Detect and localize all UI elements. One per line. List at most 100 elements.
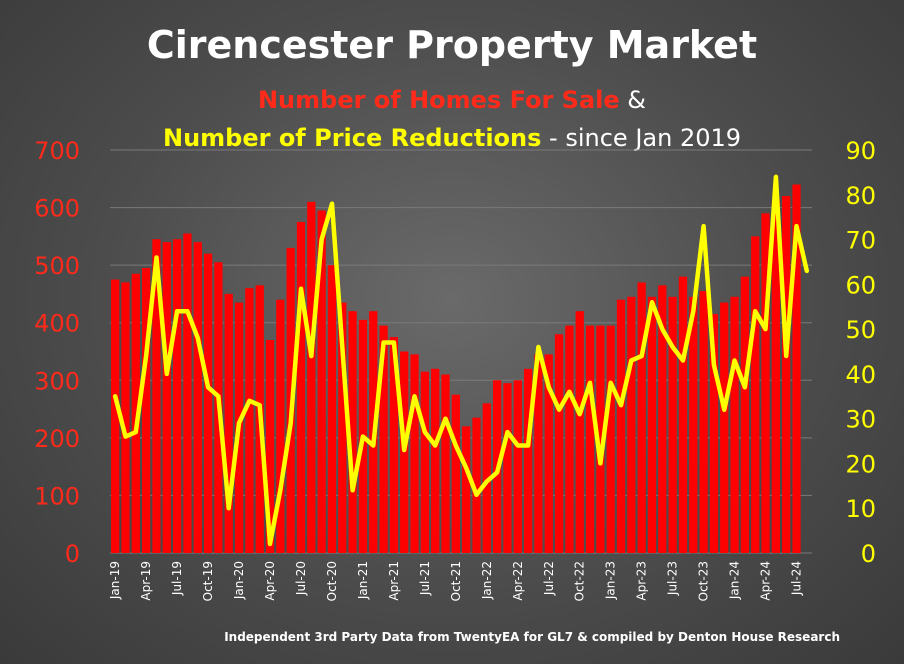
left-axis-tick-label: 600 <box>34 195 80 223</box>
bar-homes-for-sale <box>389 337 399 553</box>
x-axis-tick-label: Jan-23 <box>604 561 618 600</box>
bar-homes-for-sale <box>441 374 450 553</box>
bar-homes-for-sale <box>575 311 584 553</box>
x-axis-tick-label: Apr-21 <box>387 561 401 601</box>
bar-homes-for-sale <box>482 403 491 553</box>
left-axis-tick-label: 400 <box>34 310 80 338</box>
left-axis-tick-label: 100 <box>34 482 80 510</box>
bar-homes-for-sale <box>203 253 213 553</box>
x-axis-ticks: Jan-19 Apr-19 Jul-19 Oct-19 Jan-20 Apr-20 Jul-… <box>108 561 803 601</box>
bar-homes-for-sale <box>296 221 306 553</box>
x-axis-tick-label: Oct-21 <box>449 561 463 601</box>
bar-homes-for-sale <box>596 325 605 553</box>
x-axis-tick-label: Jul-24 <box>790 561 804 596</box>
left-axis-tick-label: 500 <box>34 252 80 280</box>
bar-homes-for-sale <box>245 288 254 553</box>
right-axis-tick-label: 30 <box>845 406 876 434</box>
bar-homes-for-sale <box>689 296 698 553</box>
bar-homes-for-sale <box>761 213 770 554</box>
bar-homes-for-sale <box>431 368 440 553</box>
x-axis-tick-label: Apr-22 <box>511 561 525 601</box>
right-axis-tick-label: 40 <box>845 361 876 389</box>
x-axis-tick-label: Jan-22 <box>480 561 494 600</box>
bar-homes-for-sale <box>338 302 347 553</box>
x-axis-tick-label: Apr-23 <box>635 561 649 601</box>
bar-homes-for-sale <box>699 291 708 553</box>
bar-homes-for-sale <box>658 285 667 553</box>
bar-homes-for-sale <box>265 339 275 553</box>
bar-homes-for-sale <box>162 242 171 553</box>
x-axis-tick-label: Jul-20 <box>294 561 308 596</box>
bar-homes-for-sale <box>668 296 677 553</box>
bar-homes-for-sale <box>709 314 719 553</box>
x-axis-tick-label: Apr-19 <box>139 561 153 601</box>
bar-homes-for-sale <box>131 273 140 553</box>
x-axis-tick-label: Apr-24 <box>759 561 773 601</box>
bar-homes-for-sale <box>193 242 202 553</box>
x-axis-tick-label: Oct-19 <box>201 561 215 601</box>
subtitle-ampersand: & <box>620 86 646 114</box>
right-axis-ticks: 0 10 20 30 40 50 60 70 80 90 <box>845 137 876 568</box>
left-axis-tick-label: 200 <box>34 425 80 453</box>
right-axis-tick-label: 70 <box>845 227 876 255</box>
left-axis-tick-label: 0 <box>65 540 80 568</box>
bar-homes-for-sale <box>616 299 626 553</box>
bar-homes-for-sale <box>451 394 460 553</box>
left-axis-tick-label: 700 <box>34 137 80 165</box>
bar-homes-for-sale <box>792 184 801 554</box>
bar-homes-for-sale <box>172 239 182 553</box>
bar-homes-for-sale <box>348 311 357 553</box>
bar-homes-for-sale <box>410 354 419 553</box>
chart-subtitle-line1: Number of Homes For Sale & <box>258 86 646 114</box>
subtitle-homes-for-sale: Number of Homes For Sale <box>258 86 620 114</box>
x-axis-tick-label: Jul-22 <box>542 561 556 596</box>
bar-homes-for-sale <box>503 383 512 553</box>
bar-homes-for-sale <box>637 282 646 553</box>
bar-homes-for-sale <box>523 368 533 553</box>
right-axis-tick-label: 90 <box>845 137 876 165</box>
bar-homes-for-sale <box>771 201 780 554</box>
x-axis-tick-label: Jan-19 <box>108 561 122 600</box>
bar-homes-for-sale <box>720 302 729 553</box>
left-axis-ticks: 0 100 200 300 400 500 600 700 <box>34 137 80 568</box>
chart-footnote: Independent 3rd Party Data from TwentyEA… <box>224 630 840 644</box>
bar-homes-for-sale <box>782 196 791 554</box>
x-axis-tick-label: Jan-24 <box>728 561 742 600</box>
x-axis-tick-label: Oct-22 <box>573 561 587 601</box>
x-axis-tick-label: Oct-23 <box>697 561 711 601</box>
chart-subtitle-line2: Number of Price Reductions - since Jan 2… <box>163 124 741 152</box>
bar-homes-for-sale <box>647 296 657 553</box>
subtitle-since: - since Jan 2019 <box>541 124 741 152</box>
bar-homes-for-sale <box>183 233 192 553</box>
bar-homes-for-sale <box>142 268 151 553</box>
bar-homes-for-sale <box>585 325 595 553</box>
bar-homes-for-sale <box>606 325 615 553</box>
price-reductions-line-group <box>112 174 810 547</box>
bar-homes-for-sale <box>627 296 636 553</box>
bar-homes-for-sale <box>472 417 481 553</box>
bar-homes-for-sale <box>513 380 522 553</box>
x-axis-tick-label: Jul-23 <box>666 561 680 596</box>
bar-homes-for-sale <box>751 236 760 553</box>
bar-homes-for-sale <box>152 239 161 553</box>
x-axis-tick-label: Oct-20 <box>325 561 339 601</box>
right-axis-tick-label: 0 <box>861 540 876 568</box>
bar-homes-for-sale <box>121 282 130 553</box>
right-axis-tick-label: 80 <box>845 182 876 210</box>
bar-homes-for-sale <box>400 351 409 553</box>
price-reductions-line <box>112 174 810 547</box>
bar-homes-for-sale <box>554 334 564 553</box>
x-axis-tick-label: Jul-19 <box>170 561 184 596</box>
bar-homes-for-sale <box>740 276 750 553</box>
bar-homes-for-sale <box>317 210 326 553</box>
bar-homes-for-sale <box>307 201 316 554</box>
bar-homes-for-sale <box>544 354 553 553</box>
bar-homes-for-sale <box>678 276 688 553</box>
left-axis-tick-label: 300 <box>34 367 80 395</box>
right-axis-tick-label: 50 <box>845 316 876 344</box>
bar-homes-for-sale <box>420 371 429 553</box>
bar-homes-for-sale <box>730 296 739 553</box>
chart-title: Cirencester Property Market <box>147 23 757 67</box>
right-axis-tick-label: 10 <box>845 495 876 523</box>
